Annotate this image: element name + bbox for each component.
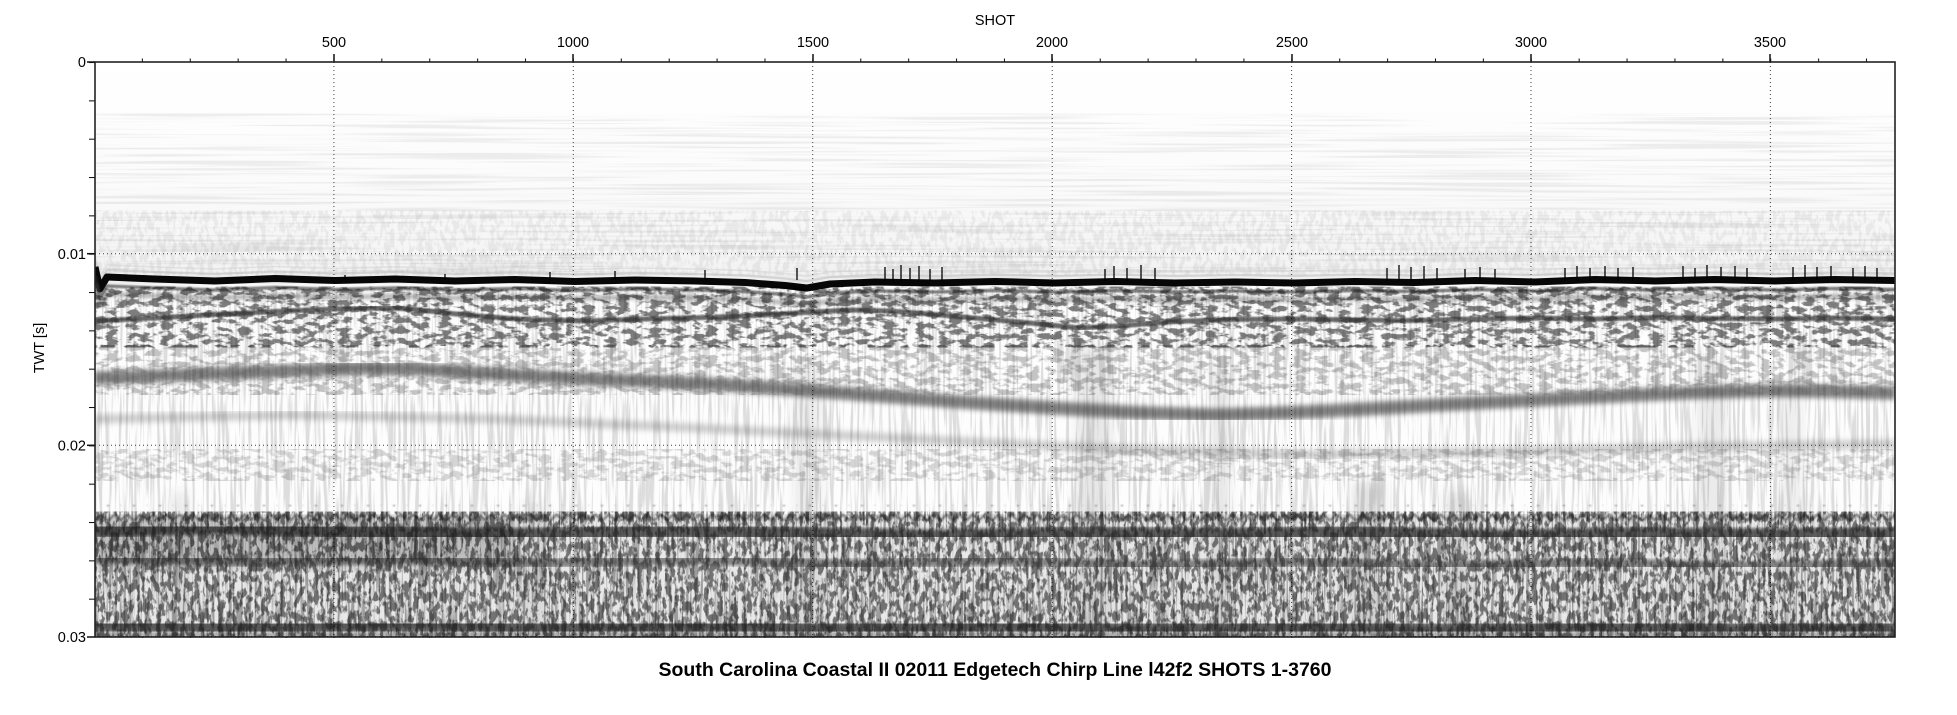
noise-spikes [344, 265, 1878, 281]
x-tick-label: 2500 [1276, 35, 1308, 51]
y-tick-label: 0 [78, 55, 86, 71]
seafloor-reflector [95, 254, 1895, 306]
subsurface-reflectors [95, 288, 1895, 516]
x-tick-label: 1500 [797, 35, 829, 51]
x-tick-label: 3000 [1515, 35, 1547, 51]
y-minor-ticks [89, 62, 95, 637]
x-tick-label: 2000 [1036, 35, 1068, 51]
water-column [95, 62, 1895, 284]
x-tick-label: 1000 [557, 35, 589, 51]
y-tick-label: 0.01 [58, 247, 86, 263]
x-tick-labels: 500 1000 1500 2000 2500 3000 3500 [322, 35, 1786, 51]
y-tick-labels: 0 0.01 0.02 0.03 [58, 55, 86, 646]
seismic-image [95, 62, 1895, 637]
x-major-ticks [333, 54, 1771, 62]
y-tick-label: 0.03 [58, 630, 86, 646]
plot-frame [94, 61, 1896, 638]
x-axis-title: SHOT [975, 13, 1015, 29]
vertical-smear-stripes [170, 347, 1802, 637]
y-axis-title: TWT [s] [32, 323, 48, 373]
x-tick-label: 500 [322, 35, 346, 51]
deep-noise-zone [95, 514, 1895, 637]
figure-caption: South Carolina Coastal II 02011 Edgetech… [659, 659, 1332, 681]
y-tick-label: 0.02 [58, 438, 86, 454]
x-tick-label: 3500 [1754, 35, 1786, 51]
